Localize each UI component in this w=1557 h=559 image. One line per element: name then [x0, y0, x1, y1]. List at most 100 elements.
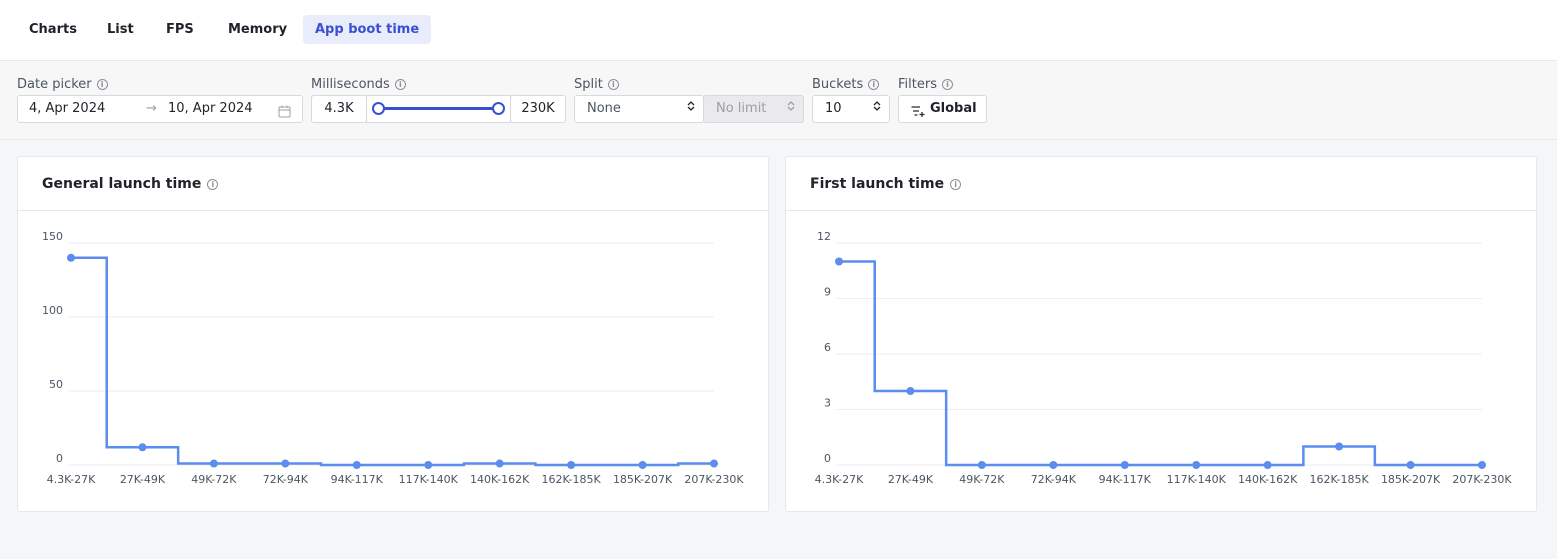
- x-tick-label: 185K-207K: [1381, 473, 1441, 486]
- date-picker-label: Date picker i: [17, 77, 108, 92]
- arrow-right-icon: →: [146, 101, 157, 116]
- series-line: [839, 260, 1482, 467]
- data-point: [352, 461, 361, 469]
- x-tick-label: 185K-207K: [613, 473, 673, 486]
- filter-bar: Date picker i 4, Apr 2024 → 10, Apr 2024…: [0, 61, 1557, 140]
- series-line: [71, 256, 714, 467]
- tab-charts[interactable]: Charts: [29, 22, 77, 37]
- y-tick-label: 0: [56, 452, 63, 465]
- milliseconds-label-text: Milliseconds: [311, 77, 390, 92]
- buckets-label: Buckets i: [812, 77, 880, 92]
- data-point: [1120, 461, 1129, 469]
- x-tick-label: 4.3K-27K: [47, 473, 97, 486]
- info-icon[interactable]: i: [868, 79, 880, 90]
- split-select-value: None: [587, 101, 621, 116]
- split-limit-value: No limit: [716, 101, 767, 116]
- x-tick-label: 140K-162K: [1238, 473, 1298, 486]
- date-picker-label-text: Date picker: [17, 77, 92, 92]
- data-point: [495, 459, 504, 468]
- card-header: General launch time i: [18, 157, 768, 211]
- buckets-label-text: Buckets: [812, 77, 864, 92]
- y-tick-label: 9: [824, 286, 831, 299]
- slider-track: [378, 107, 499, 110]
- info-icon[interactable]: i: [96, 79, 108, 90]
- data-point: [424, 461, 433, 469]
- general-launch-time-card: General launch time i 0 50 100 150 4.3K-27K 2…: [17, 156, 769, 512]
- chevron-updown-icon: [873, 96, 881, 122]
- data-point: [977, 461, 986, 469]
- data-point: [281, 459, 290, 468]
- data-point: [906, 387, 915, 395]
- data-point: [567, 461, 576, 469]
- info-icon[interactable]: i: [941, 79, 953, 90]
- tab-fps[interactable]: FPS: [166, 22, 194, 37]
- x-tick-label: 94K-117K: [331, 473, 384, 486]
- x-tick-label: 27K-49K: [120, 473, 166, 486]
- tab-list[interactable]: List: [107, 22, 134, 37]
- data-point: [1406, 461, 1415, 469]
- tab-memory[interactable]: Memory: [228, 22, 288, 37]
- filters-label: Filters i: [898, 77, 953, 92]
- data-point: [1335, 442, 1344, 451]
- data-point: [1263, 461, 1272, 469]
- slider-low-handle[interactable]: [372, 102, 385, 115]
- x-tick-label: 72K-94K: [263, 473, 309, 486]
- y-tick-label: 3: [824, 397, 831, 410]
- x-tick-label: 162K-185K: [541, 473, 601, 486]
- x-tick-label: 4.3K-27K: [815, 473, 865, 486]
- start-date[interactable]: 4, Apr 2024: [29, 101, 106, 116]
- info-icon[interactable]: i: [950, 178, 962, 190]
- milliseconds-min-input[interactable]: 4.3K: [311, 95, 367, 123]
- data-point: [835, 257, 843, 266]
- tab-app-boot-time[interactable]: App boot time: [303, 15, 432, 44]
- data-point: [638, 461, 647, 469]
- data-point: [1049, 461, 1058, 469]
- slider-high-handle[interactable]: [492, 102, 505, 115]
- y-tick-label: 50: [49, 378, 63, 391]
- milliseconds-range-slider[interactable]: [366, 95, 511, 123]
- card-title-text: General launch time: [42, 176, 202, 192]
- global-filter-label: Global: [930, 101, 977, 116]
- x-tick-label: 72K-94K: [1031, 473, 1077, 486]
- y-tick-label: 12: [817, 230, 831, 243]
- info-icon[interactable]: i: [607, 79, 619, 90]
- data-point: [1192, 461, 1201, 469]
- y-tick-label: 150: [42, 230, 63, 243]
- date-range-picker[interactable]: 4, Apr 2024 → 10, Apr 2024: [17, 95, 303, 123]
- data-point: [710, 459, 718, 468]
- x-tick-label: 117K-140K: [399, 473, 459, 486]
- tab-bar: Charts List FPS Memory App boot time: [0, 0, 1557, 61]
- milliseconds-max-input[interactable]: 230K: [510, 95, 566, 123]
- chevron-updown-icon: [787, 96, 795, 122]
- buckets-select-value: 10: [825, 101, 842, 116]
- first-launch-time-card: First launch time i 0 3 6 9 12 4.3K-27K 27K-49…: [785, 156, 1537, 512]
- split-select[interactable]: None: [574, 95, 704, 123]
- split-label-text: Split: [574, 77, 603, 92]
- y-tick-label: 0: [824, 452, 831, 465]
- info-icon[interactable]: i: [394, 79, 406, 90]
- x-tick-label: 49K-72K: [191, 473, 237, 486]
- data-point: [1478, 461, 1486, 469]
- milliseconds-label: Milliseconds i: [311, 77, 406, 92]
- card-title: First launch time i: [810, 176, 962, 192]
- card-header: First launch time i: [786, 157, 1536, 211]
- y-tick-label: 6: [824, 341, 831, 354]
- buckets-select[interactable]: 10: [812, 95, 890, 123]
- general-launch-time-chart: 0 50 100 150 4.3K-27K 27K-49K 49K-72K 72K-94K 94…: [42, 230, 744, 486]
- info-icon[interactable]: i: [207, 178, 219, 190]
- card-title: General launch time i: [42, 176, 219, 192]
- split-limit-select: No limit: [703, 95, 804, 123]
- first-launch-time-chart: 0 3 6 9 12 4.3K-27K 27K-49K 49K-72K 72K-94K 94K-1…: [815, 230, 1513, 486]
- filter-add-icon: [911, 102, 925, 128]
- global-filter-button[interactable]: Global: [898, 95, 987, 123]
- end-date[interactable]: 10, Apr 2024: [168, 101, 253, 116]
- y-tick-label: 100: [42, 304, 63, 317]
- x-tick-label: 117K-140K: [1167, 473, 1227, 486]
- chevron-updown-icon: [687, 96, 695, 122]
- data-point: [209, 459, 218, 468]
- data-point: [67, 253, 75, 262]
- x-tick-label: 162K-185K: [1309, 473, 1369, 486]
- calendar-icon[interactable]: [278, 102, 291, 128]
- card-title-text: First launch time: [810, 176, 945, 192]
- split-label: Split i: [574, 77, 619, 92]
